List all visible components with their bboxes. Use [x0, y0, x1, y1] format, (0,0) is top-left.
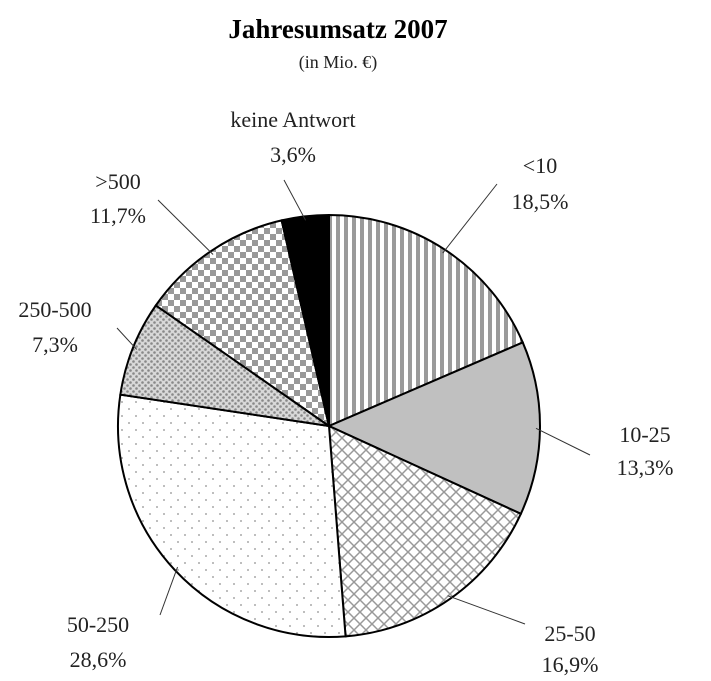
- slice-label: >500: [95, 169, 140, 194]
- pie-slice: [154, 219, 331, 429]
- leader-line: [159, 566, 179, 616]
- slice-label: <10: [523, 153, 557, 178]
- value-label: 3,6%: [270, 142, 316, 167]
- value-label: 28,6%: [70, 647, 127, 672]
- leader-line: [283, 179, 307, 221]
- pie-slice: [119, 303, 330, 427]
- leader-line: [447, 595, 526, 625]
- slice-label: 10-25: [619, 422, 670, 447]
- pie-slice: [117, 393, 347, 638]
- slice-label: 50-250: [67, 612, 129, 637]
- leader-line: [116, 327, 138, 350]
- value-label: 16,9%: [542, 652, 599, 677]
- slice-label: 250-500: [18, 297, 91, 322]
- chart-title: Jahresumsatz 2007: [228, 14, 447, 44]
- leader-line: [535, 427, 591, 456]
- value-label: 18,5%: [512, 189, 569, 214]
- value-label: 11,7%: [90, 203, 146, 228]
- pie-slice: [280, 213, 330, 427]
- leader-line: [442, 183, 498, 254]
- slice-label: 25-50: [544, 621, 595, 646]
- leader-line: [157, 199, 214, 255]
- chart-subtitle: (in Mio. €): [299, 52, 378, 73]
- pie-slice: [326, 341, 541, 516]
- value-label: 13,3%: [617, 455, 674, 480]
- slice-label: keine Antwort: [230, 107, 355, 132]
- pie-slice: [327, 424, 523, 638]
- value-label: 7,3%: [32, 332, 78, 357]
